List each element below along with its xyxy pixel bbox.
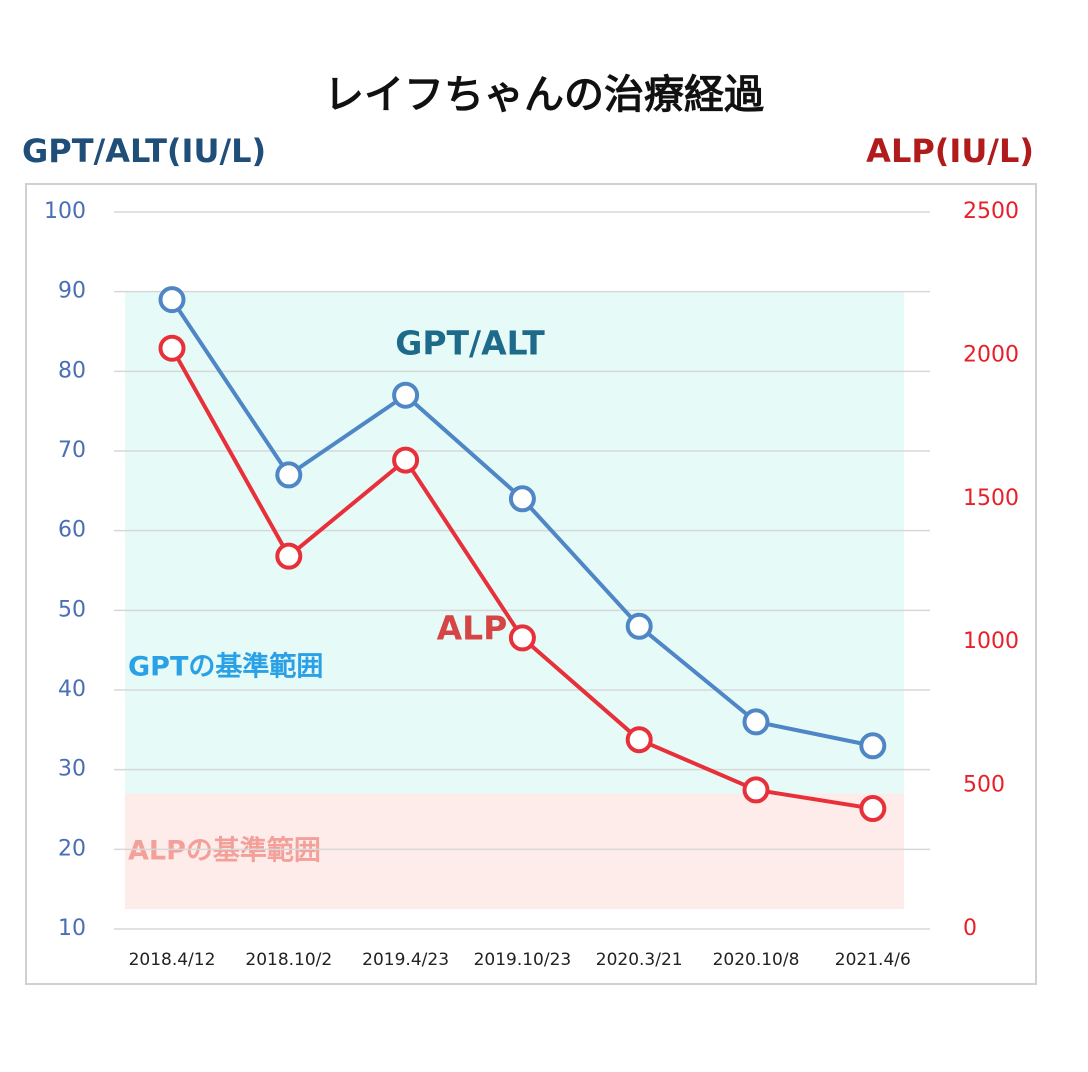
data-point-gpt [625,612,653,640]
right-tick-label: 500 [963,773,1005,798]
right-axis-title: ALP(IU/L) [866,132,1034,170]
left-tick-label: 20 [58,836,86,861]
reference-band [125,291,904,794]
series-lines [158,286,887,823]
reference-band-label: GPTの基準範囲 [128,651,323,683]
x-tick-label: 2021.4/6 [835,950,911,970]
data-point-gpt [508,485,536,513]
right-tick-label: 2500 [963,199,1019,224]
x-axis-ticks: 2018.4/12 2018.10/2 2019.4/23 2019.10/23 202… [129,950,911,970]
left-tick-label: 50 [58,597,86,622]
right-tick-label: 0 [963,916,977,941]
data-point-gpt [859,732,887,760]
right-tick-label: 1000 [963,629,1019,654]
left-tick-label: 80 [58,358,86,383]
left-tick-label: 10 [58,916,86,941]
reference-band-label: ALPの基準範囲 [128,835,321,867]
right-axis-ticks: 0 500 1000 1500 2000 2500 [963,199,1019,941]
left-tick-label: 30 [58,757,86,782]
data-point-alp [158,334,186,362]
x-tick-label: 2019.4/23 [362,950,449,970]
data-point-gpt [275,461,303,489]
x-tick-label: 2020.3/21 [596,950,683,970]
data-point-alp [392,446,420,474]
annotations: GPT/ALT ALP [395,324,545,648]
x-tick-label: 2018.10/2 [245,950,332,970]
x-tick-label: 2018.4/12 [129,950,216,970]
chart-frame [25,183,1037,985]
reference-band [125,793,904,910]
right-tick-label: 1500 [963,486,1019,511]
data-point-alp [625,726,653,754]
left-axis-title: GPT/ALT(IU/L) [22,132,267,170]
data-point-gpt [158,286,186,314]
data-point-alp [275,542,303,570]
alp-series-label: ALP [437,609,508,648]
left-tick-label: 60 [58,518,86,543]
gpt-series-label: GPT/ALT [395,324,545,363]
left-tick-label: 90 [58,279,86,304]
data-point-alp [508,624,536,652]
data-point-gpt [392,381,420,409]
reference-bands: GPTの基準範囲 ALPの基準範囲 [125,291,904,910]
x-tick-label: 2020.10/8 [713,950,800,970]
data-point-gpt [742,708,770,736]
right-tick-label: 2000 [963,342,1019,367]
left-axis-ticks: 10 20 30 40 50 60 70 80 90 100 [44,199,86,941]
chart-title: レイフちゃんの治療経過 [324,72,764,118]
left-tick-label: 70 [58,438,86,463]
gridlines [114,211,930,930]
left-tick-label: 40 [58,677,86,702]
left-tick-label: 100 [44,199,86,224]
data-point-alp [742,776,770,804]
data-point-alp [859,795,887,823]
x-tick-label: 2019.10/23 [474,950,572,970]
